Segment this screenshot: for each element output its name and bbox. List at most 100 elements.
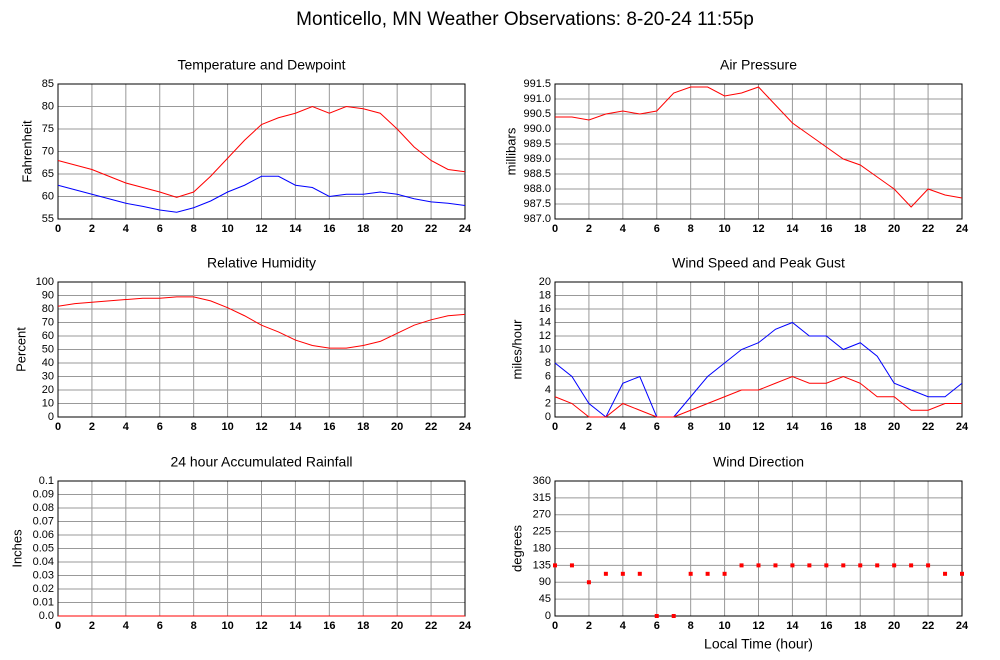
chart-panel: Temperature and DewpointFahrenheit556065… bbox=[19, 57, 472, 235]
data-line bbox=[57, 175, 466, 213]
y-tick-label: 10 bbox=[539, 343, 551, 355]
y-tick-label: 80 bbox=[42, 303, 54, 315]
x-tick-label: 8 bbox=[688, 620, 694, 632]
data-point bbox=[722, 571, 727, 576]
x-tick-label: 16 bbox=[820, 421, 832, 433]
chart-panel: Wind Direction degrees Local Time (hour) 0 4… bbox=[509, 454, 969, 652]
x-tick-label: 16 bbox=[820, 620, 832, 632]
chart-title: Relative Humidity bbox=[207, 255, 316, 271]
x-tick-label: 14 bbox=[289, 620, 302, 632]
x-tick-label: 16 bbox=[323, 421, 335, 433]
y-tick-label: 12 bbox=[539, 330, 551, 342]
y-tick-label: 989.5 bbox=[523, 138, 551, 150]
x-tick-label: 4 bbox=[123, 223, 130, 235]
y-tick-label: 987.0 bbox=[523, 213, 551, 225]
x-tick-label: 2 bbox=[586, 421, 592, 433]
y-axis-label: degrees bbox=[509, 525, 524, 572]
x-tick-label: 20 bbox=[391, 421, 403, 433]
x-tick-label: 20 bbox=[888, 223, 900, 235]
chart-panel: 24 hour Accumulated Rainfall Inches 0.0 0.0… bbox=[9, 454, 472, 632]
x-tick-label: 16 bbox=[820, 223, 832, 235]
y-tick-label: 90 bbox=[539, 576, 551, 588]
x-tick-label: 10 bbox=[221, 620, 233, 632]
data-point bbox=[756, 563, 761, 568]
x-tick-label: 10 bbox=[221, 421, 233, 433]
chart-title: Wind Speed and Peak Gust bbox=[672, 255, 845, 271]
data-line bbox=[57, 296, 466, 349]
data-point bbox=[875, 563, 880, 568]
data-point bbox=[553, 563, 557, 568]
x-tick-label: 2 bbox=[89, 223, 95, 235]
y-tick-label: 75 bbox=[42, 123, 54, 135]
plot-frame bbox=[57, 281, 466, 418]
x-tick-label: 6 bbox=[654, 620, 660, 632]
x-tick-label: 0 bbox=[55, 620, 61, 632]
x-tick-label: 24 bbox=[956, 223, 969, 235]
x-tick-label: 0 bbox=[55, 421, 61, 433]
y-tick-label: 990.0 bbox=[523, 123, 551, 135]
x-tick-label: 20 bbox=[888, 421, 900, 433]
x-tick-label: 24 bbox=[956, 620, 969, 632]
x-tick-label: 8 bbox=[191, 421, 197, 433]
chart-title: 24 hour Accumulated Rainfall bbox=[170, 454, 352, 470]
x-tick-label: 2 bbox=[586, 223, 592, 235]
y-tick-label: 6 bbox=[545, 370, 551, 382]
chart-title: Temperature and Dewpoint bbox=[177, 57, 345, 73]
x-tick-label: 6 bbox=[654, 223, 660, 235]
x-tick-label: 4 bbox=[620, 421, 627, 433]
y-tick-label: 70 bbox=[42, 316, 54, 328]
data-point bbox=[807, 563, 812, 568]
y-tick-label: 0 bbox=[545, 411, 551, 423]
x-tick-label: 12 bbox=[752, 421, 764, 433]
y-tick-label: 60 bbox=[42, 190, 54, 202]
x-tick-label: 0 bbox=[552, 620, 558, 632]
x-tick-label: 10 bbox=[718, 421, 730, 433]
y-tick-label: 225 bbox=[533, 526, 551, 538]
plot-frame bbox=[554, 480, 963, 617]
x-tick-label: 22 bbox=[425, 620, 437, 632]
y-tick-label: 989.0 bbox=[523, 153, 551, 165]
y-tick-label: 0.0 bbox=[39, 610, 54, 622]
x-tick-label: 6 bbox=[157, 223, 163, 235]
chart-panel: Relative HumidityPercent0102030405060708… bbox=[13, 255, 472, 433]
y-tick-label: 0 bbox=[48, 411, 54, 423]
x-tick-label: 18 bbox=[357, 620, 369, 632]
data-point bbox=[671, 614, 676, 618]
x-tick-label: 18 bbox=[854, 223, 866, 235]
x-tick-label: 10 bbox=[221, 223, 233, 235]
y-axis-label: miles/hour bbox=[509, 319, 524, 380]
x-tick-label: 6 bbox=[157, 620, 163, 632]
x-tick-label: 2 bbox=[89, 421, 95, 433]
y-tick-label: 8 bbox=[545, 357, 551, 369]
plot-frame bbox=[554, 281, 963, 418]
y-tick-label: 100 bbox=[36, 276, 54, 288]
x-tick-label: 14 bbox=[289, 421, 302, 433]
y-tick-label: 0.02 bbox=[33, 583, 54, 595]
x-tick-label: 4 bbox=[620, 620, 627, 632]
x-tick-label: 0 bbox=[552, 421, 558, 433]
x-tick-label: 22 bbox=[922, 223, 934, 235]
data-point bbox=[637, 571, 642, 576]
y-tick-label: 991.5 bbox=[523, 78, 551, 90]
x-tick-label: 0 bbox=[552, 223, 558, 235]
data-point bbox=[892, 563, 897, 568]
x-tick-label: 24 bbox=[459, 620, 472, 632]
y-tick-label: 85 bbox=[42, 78, 54, 90]
y-tick-label: 40 bbox=[42, 357, 54, 369]
y-axis-label: Percent bbox=[13, 327, 28, 372]
x-tick-label: 22 bbox=[922, 620, 934, 632]
y-tick-label: 0.07 bbox=[33, 515, 54, 527]
x-tick-label: 4 bbox=[123, 421, 130, 433]
x-tick-label: 18 bbox=[854, 620, 866, 632]
x-tick-label: 6 bbox=[157, 421, 163, 433]
plot-frame bbox=[554, 83, 963, 220]
x-tick-label: 14 bbox=[786, 421, 799, 433]
data-point bbox=[705, 571, 710, 576]
y-tick-label: 0.04 bbox=[33, 556, 54, 568]
x-tick-label: 18 bbox=[357, 421, 369, 433]
y-tick-label: 0.05 bbox=[33, 542, 54, 554]
x-tick-label: 22 bbox=[922, 421, 934, 433]
data-point bbox=[841, 563, 846, 568]
x-tick-label: 20 bbox=[888, 620, 900, 632]
x-tick-label: 8 bbox=[191, 620, 197, 632]
